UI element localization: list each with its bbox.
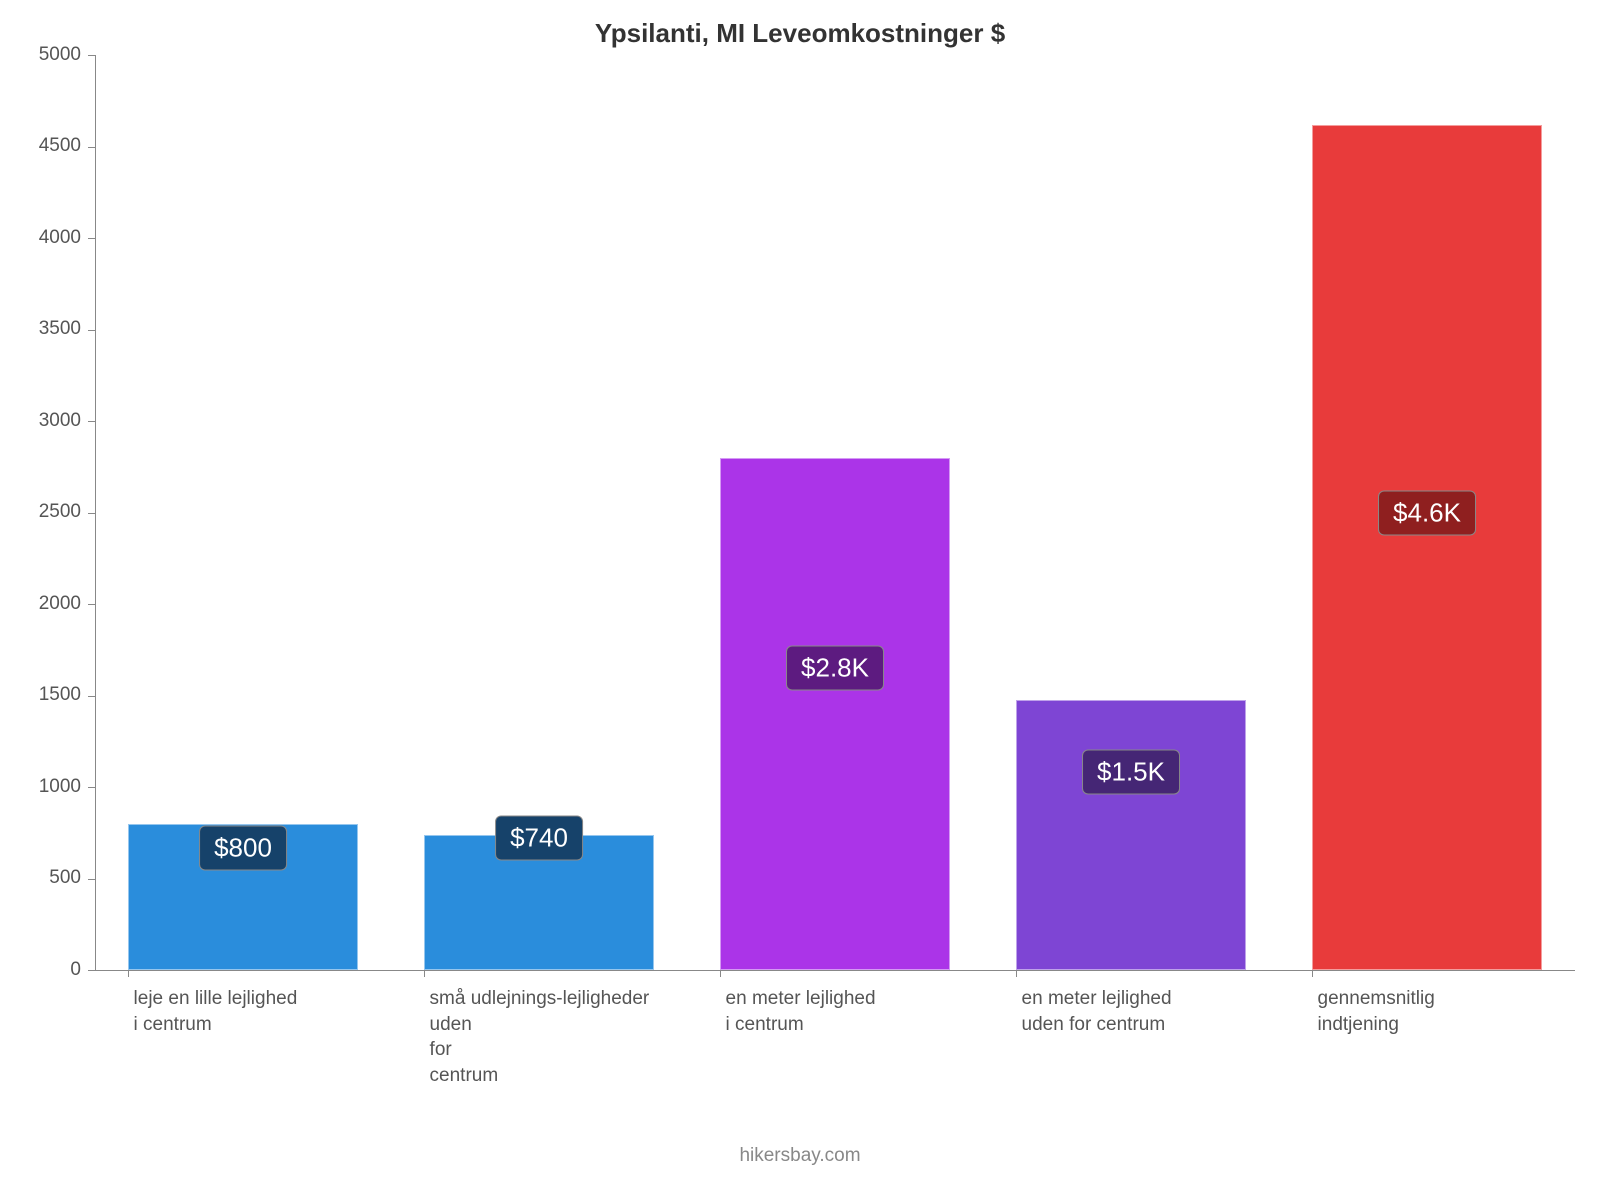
y-tick-label: 500 bbox=[49, 867, 81, 889]
y-tick bbox=[88, 787, 95, 788]
x-axis-label: små udlejnings-lejligheder uden for cent… bbox=[430, 986, 701, 1089]
y-tick bbox=[88, 604, 95, 605]
value-badge: $740 bbox=[495, 816, 583, 861]
y-axis bbox=[95, 55, 96, 970]
value-badge: $800 bbox=[199, 826, 287, 871]
y-tick-label: 3000 bbox=[39, 410, 81, 432]
cost-of-living-chart: Ypsilanti, MI Leveomkostninger $ 0500100… bbox=[0, 0, 1600, 1200]
x-axis-label: en meter lejlighed uden for centrum bbox=[1022, 986, 1293, 1037]
y-tick-label: 1000 bbox=[39, 776, 81, 798]
bar bbox=[1312, 125, 1543, 970]
y-tick-label: 0 bbox=[70, 959, 81, 981]
value-badge: $1.5K bbox=[1082, 750, 1180, 795]
y-tick bbox=[88, 421, 95, 422]
y-tick bbox=[88, 238, 95, 239]
x-tick bbox=[720, 970, 721, 977]
y-tick bbox=[88, 696, 95, 697]
y-tick-label: 4000 bbox=[39, 227, 81, 249]
y-tick-label: 1500 bbox=[39, 684, 81, 706]
x-axis-label: en meter lejlighed i centrum bbox=[726, 986, 997, 1037]
y-tick bbox=[88, 879, 95, 880]
y-tick-label: 3500 bbox=[39, 318, 81, 340]
y-tick bbox=[88, 513, 95, 514]
x-axis bbox=[95, 970, 1575, 971]
x-tick bbox=[424, 970, 425, 977]
x-axis-label: leje en lille lejlighed i centrum bbox=[134, 986, 405, 1037]
x-tick bbox=[1312, 970, 1313, 977]
credit-label: hikersbay.com bbox=[0, 1145, 1600, 1167]
y-tick-label: 2000 bbox=[39, 593, 81, 615]
y-tick bbox=[88, 970, 95, 971]
y-tick bbox=[88, 330, 95, 331]
value-badge: $2.8K bbox=[786, 646, 884, 691]
plot-area: 0500100015002000250030003500400045005000… bbox=[95, 55, 1575, 970]
bar bbox=[1016, 700, 1247, 970]
chart-title: Ypsilanti, MI Leveomkostninger $ bbox=[0, 18, 1600, 49]
x-axis-label: gennemsnitlig indtjening bbox=[1318, 986, 1589, 1037]
y-tick-label: 5000 bbox=[39, 44, 81, 66]
y-tick-label: 2500 bbox=[39, 501, 81, 523]
bar bbox=[720, 458, 951, 970]
y-tick bbox=[88, 55, 95, 56]
y-tick bbox=[88, 147, 95, 148]
y-tick-label: 4500 bbox=[39, 135, 81, 157]
value-badge: $4.6K bbox=[1378, 490, 1476, 535]
x-tick bbox=[128, 970, 129, 977]
x-tick bbox=[1016, 970, 1017, 977]
